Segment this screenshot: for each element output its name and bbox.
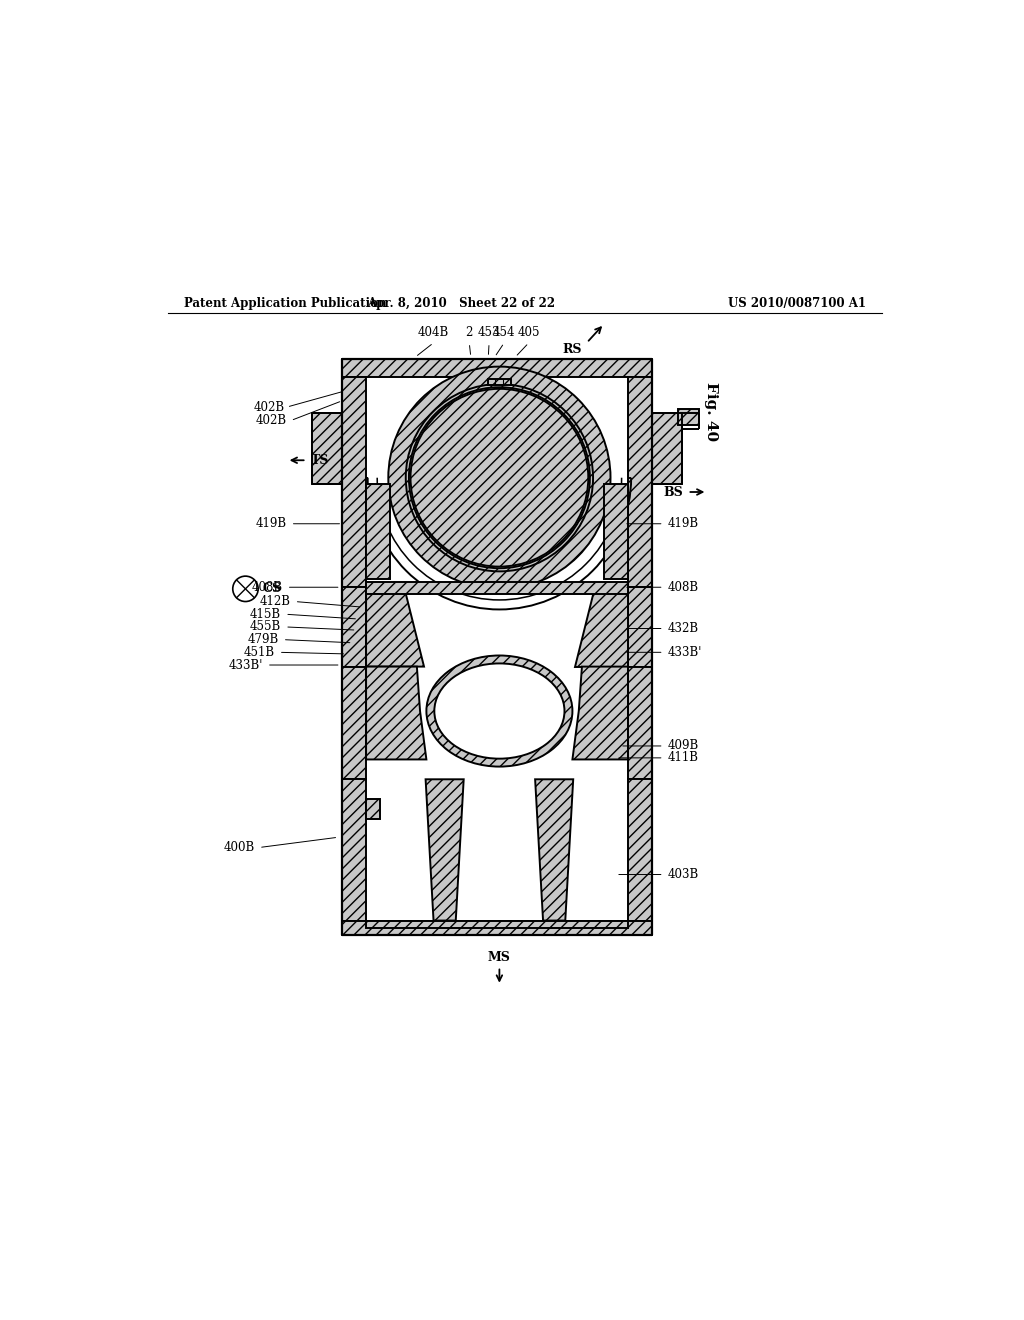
Text: 453: 453 <box>478 326 501 339</box>
Ellipse shape <box>426 656 572 767</box>
Text: 415B: 415B <box>250 607 282 620</box>
Text: 454: 454 <box>493 326 515 339</box>
Polygon shape <box>342 920 652 935</box>
Text: 402B: 402B <box>256 414 287 428</box>
Text: 405: 405 <box>517 326 540 339</box>
Polygon shape <box>536 779 573 920</box>
Text: Apr. 8, 2010   Sheet 22 of 22: Apr. 8, 2010 Sheet 22 of 22 <box>368 297 555 310</box>
Polygon shape <box>342 587 367 667</box>
Polygon shape <box>628 587 652 667</box>
Polygon shape <box>487 379 511 385</box>
Bar <box>367 799 380 818</box>
Text: MS: MS <box>488 952 511 964</box>
Ellipse shape <box>411 389 588 566</box>
Polygon shape <box>426 779 464 920</box>
Text: TS: TS <box>310 454 329 467</box>
Polygon shape <box>342 359 652 378</box>
Text: 412B: 412B <box>260 595 291 609</box>
Polygon shape <box>367 582 628 594</box>
Text: RS: RS <box>562 343 582 356</box>
Text: 432B: 432B <box>668 622 698 635</box>
Polygon shape <box>367 587 424 667</box>
Ellipse shape <box>388 367 610 589</box>
Polygon shape <box>604 484 628 579</box>
Text: 400B: 400B <box>223 841 255 854</box>
Text: 419B: 419B <box>256 517 287 531</box>
Polygon shape <box>628 779 652 920</box>
Text: 411B: 411B <box>668 751 698 764</box>
Text: CS: CS <box>263 582 282 595</box>
Text: 455B: 455B <box>250 620 282 634</box>
Polygon shape <box>367 920 628 928</box>
Polygon shape <box>342 779 367 920</box>
Polygon shape <box>628 378 652 587</box>
Text: 408B: 408B <box>252 581 283 594</box>
Ellipse shape <box>406 384 593 572</box>
Polygon shape <box>572 667 628 759</box>
Polygon shape <box>628 667 652 779</box>
Text: Fig. 40: Fig. 40 <box>705 383 718 442</box>
Text: 2: 2 <box>466 326 473 339</box>
Polygon shape <box>342 378 367 587</box>
Text: 433B': 433B' <box>228 659 263 672</box>
Polygon shape <box>652 413 682 484</box>
Polygon shape <box>678 409 699 425</box>
Ellipse shape <box>409 387 590 568</box>
Text: 451B: 451B <box>244 645 274 659</box>
Text: Patent Application Publication: Patent Application Publication <box>183 297 386 310</box>
Polygon shape <box>342 667 367 779</box>
Polygon shape <box>312 413 342 484</box>
Text: 403B: 403B <box>668 869 699 880</box>
Text: 402B: 402B <box>253 400 285 413</box>
Text: 409B: 409B <box>668 739 699 752</box>
Text: 479B: 479B <box>248 634 279 645</box>
Ellipse shape <box>434 664 564 759</box>
Text: 404B: 404B <box>418 326 450 339</box>
Polygon shape <box>367 484 390 579</box>
Text: 419B: 419B <box>668 517 698 531</box>
Text: 408B: 408B <box>668 581 698 594</box>
Polygon shape <box>367 667 426 759</box>
Polygon shape <box>574 587 628 667</box>
Text: 433B': 433B' <box>668 645 702 659</box>
Text: BS: BS <box>664 486 684 499</box>
Text: US 2010/0087100 A1: US 2010/0087100 A1 <box>728 297 866 310</box>
